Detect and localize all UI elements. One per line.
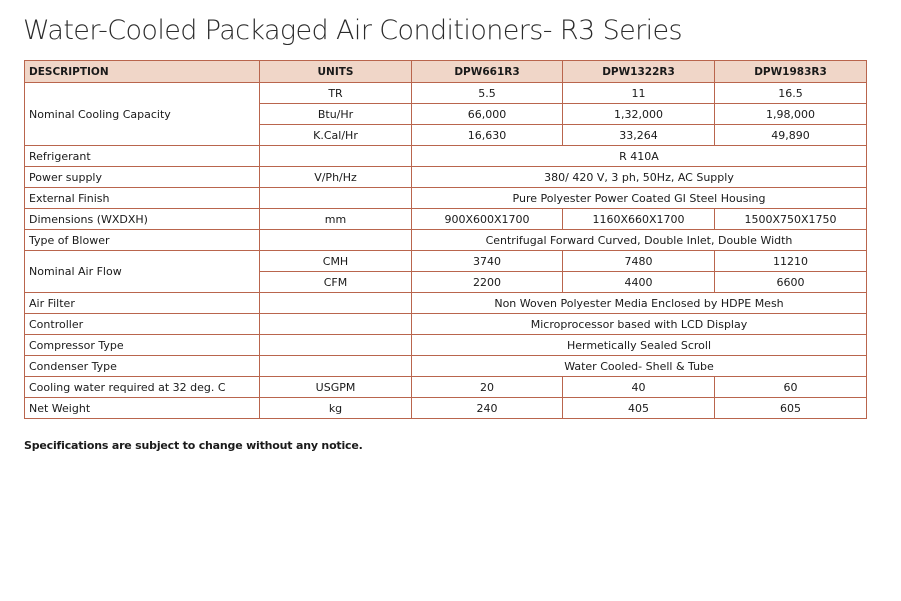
value-cell: 49,890	[714, 124, 867, 146]
table-row: Condenser Type Water Cooled- Shell & Tub…	[24, 355, 867, 377]
value-cell: 16,630	[411, 124, 563, 146]
row-label-air-filter: Air Filter	[24, 292, 260, 314]
header-description: DESCRIPTION	[24, 60, 260, 83]
unit-cell: CMH	[259, 250, 412, 272]
value-cell: Hermetically Sealed Scroll	[411, 334, 867, 356]
value-cell: 5.5	[411, 82, 563, 104]
unit-cell: USGPM	[259, 376, 412, 398]
value-cell: 2200	[411, 271, 563, 293]
value-cell: Non Woven Polyester Media Enclosed by HD…	[411, 292, 867, 314]
value-cell: 240	[411, 397, 563, 419]
value-cell: 380/ 420 V, 3 ph, 50Hz, AC Supply	[411, 166, 867, 188]
table-row: Nominal Cooling Capacity TR 5.5 11 16.5	[24, 82, 867, 146]
row-label-blower: Type of Blower	[24, 229, 260, 251]
value-cell: 16.5	[714, 82, 867, 104]
value-cell: 405	[562, 397, 715, 419]
row-label-net-weight: Net Weight	[24, 397, 260, 419]
unit-cell	[259, 292, 412, 314]
row-label-controller: Controller	[24, 313, 260, 335]
table-row: Net Weight kg 240 405 605	[24, 397, 867, 419]
row-label-external-finish: External Finish	[24, 187, 260, 209]
table-row: Type of Blower Centrifugal Forward Curve…	[24, 229, 867, 251]
value-cell: 3740	[411, 250, 563, 272]
table-row: Cooling water required at 32 deg. C USGP…	[24, 376, 867, 398]
value-cell: Pure Polyester Power Coated GI Steel Hou…	[411, 187, 867, 209]
row-label-cooling-water: Cooling water required at 32 deg. C	[24, 376, 260, 398]
value-cell: 11	[562, 82, 715, 104]
unit-cell: K.Cal/Hr	[259, 124, 412, 146]
value-cell: 4400	[562, 271, 715, 293]
value-cell: 66,000	[411, 103, 563, 125]
unit-cell	[259, 313, 412, 335]
page-title: Water-Cooled Packaged Air Conditioners- …	[23, 15, 683, 46]
value-cell: Centrifugal Forward Curved, Double Inlet…	[411, 229, 867, 251]
header-model-3: DPW1983R3	[714, 60, 867, 83]
value-cell: 11210	[714, 250, 867, 272]
unit-cell	[259, 334, 412, 356]
table-row: Compressor Type Hermetically Sealed Scro…	[24, 334, 867, 356]
unit-cell: CFM	[259, 271, 412, 293]
unit-cell	[259, 229, 412, 251]
unit-cell: kg	[259, 397, 412, 419]
value-cell: 1,32,000	[562, 103, 715, 125]
table-row: External Finish Pure Polyester Power Coa…	[24, 187, 867, 209]
row-label-refrigerant: Refrigerant	[24, 145, 260, 167]
unit-cell: Btu/Hr	[259, 103, 412, 125]
value-cell: 6600	[714, 271, 867, 293]
value-cell: 900X600X1700	[411, 208, 563, 230]
row-label-compressor: Compressor Type	[24, 334, 260, 356]
unit-cell: TR	[259, 82, 412, 104]
header-model-1: DPW661R3	[411, 60, 563, 83]
value-cell: 1,98,000	[714, 103, 867, 125]
value-cell: Water Cooled- Shell & Tube	[411, 355, 867, 377]
value-cell: 40	[562, 376, 715, 398]
unit-cell	[259, 145, 412, 167]
header-model-2: DPW1322R3	[562, 60, 715, 83]
table-row: Refrigerant R 410A	[24, 145, 867, 167]
unit-cell: V/Ph/Hz	[259, 166, 412, 188]
value-cell: 605	[714, 397, 867, 419]
value-cell: 60	[714, 376, 867, 398]
table-row: Controller Microprocessor based with LCD…	[24, 313, 867, 335]
row-label-dimensions: Dimensions (WXDXH)	[24, 208, 260, 230]
unit-cell	[259, 187, 412, 209]
table-header-row: DESCRIPTION UNITS DPW661R3 DPW1322R3 DPW…	[24, 60, 867, 83]
value-cell: 1500X750X1750	[714, 208, 867, 230]
table-row: Power supply V/Ph/Hz 380/ 420 V, 3 ph, 5…	[24, 166, 867, 188]
value-cell: 33,264	[562, 124, 715, 146]
header-units: UNITS	[259, 60, 412, 83]
table-row: Air Filter Non Woven Polyester Media Enc…	[24, 292, 867, 314]
row-label-air-flow: Nominal Air Flow	[24, 250, 260, 293]
table-row: CFM 2200 4400 6600	[25, 271, 867, 293]
value-cell: Microprocessor based with LCD Display	[411, 313, 867, 335]
unit-cell: mm	[259, 208, 412, 230]
table-row: Dimensions (WXDXH) mm 900X600X1700 1160X…	[24, 208, 867, 230]
unit-cell	[259, 355, 412, 377]
value-cell: 20	[411, 376, 563, 398]
row-label-condenser: Condenser Type	[24, 355, 260, 377]
value-cell: 7480	[562, 250, 715, 272]
value-cell: R 410A	[411, 145, 867, 167]
row-label-power-supply: Power supply	[24, 166, 260, 188]
value-cell: 1160X660X1700	[562, 208, 715, 230]
table-row: Nominal Air Flow CMH 3740 7480 11210	[24, 250, 867, 293]
spec-table: DESCRIPTION UNITS DPW661R3 DPW1322R3 DPW…	[24, 60, 867, 419]
row-label-cooling-capacity: Nominal Cooling Capacity	[24, 82, 260, 146]
disclaimer-note: Specifications are subject to change wit…	[24, 439, 363, 452]
